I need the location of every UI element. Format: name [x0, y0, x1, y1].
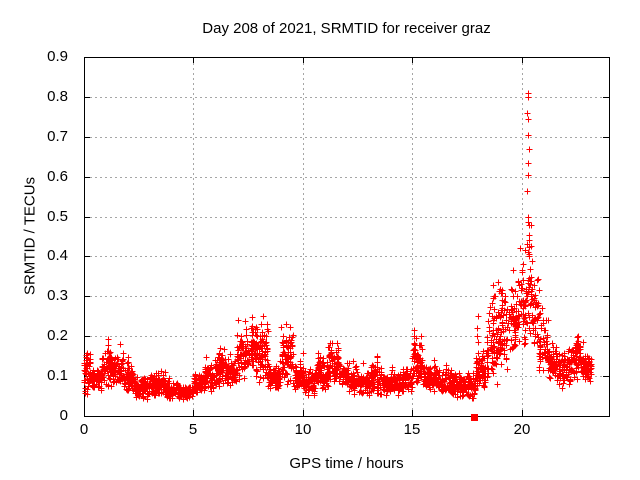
y-tick-label: 0.4 [47, 247, 68, 264]
y-tick-label: 0 [59, 407, 68, 424]
chart-title: Day 208 of 2021, SRMTID for receiver gra… [202, 20, 491, 37]
y-tick-label: 0.8 [47, 88, 68, 105]
x-tick-label: 20 [513, 421, 531, 438]
axis-tick-marks [84, 57, 609, 417]
x-tick-label: 0 [79, 421, 89, 438]
y-tick-label: 0.5 [47, 208, 68, 225]
x-tick-label: 10 [294, 421, 312, 438]
y-tick-label: 0.6 [47, 168, 68, 185]
y-tick-label: 0.7 [47, 128, 68, 145]
x-axis-label: GPS time / hours [289, 455, 404, 472]
zero-value-square-marker [471, 414, 478, 421]
y-tick-label: 0.3 [47, 287, 68, 304]
plot-border [84, 57, 610, 417]
x-tick-label: 15 [403, 421, 421, 438]
y-tick-label: 0.2 [47, 327, 68, 344]
y-axis-label: SRMTID / TECUs [21, 176, 39, 296]
y-tick-label: 0.9 [47, 48, 68, 65]
scatter-points [81, 90, 595, 403]
y-tick-label: 0.1 [47, 367, 68, 384]
x-tick-label: 5 [188, 421, 198, 438]
